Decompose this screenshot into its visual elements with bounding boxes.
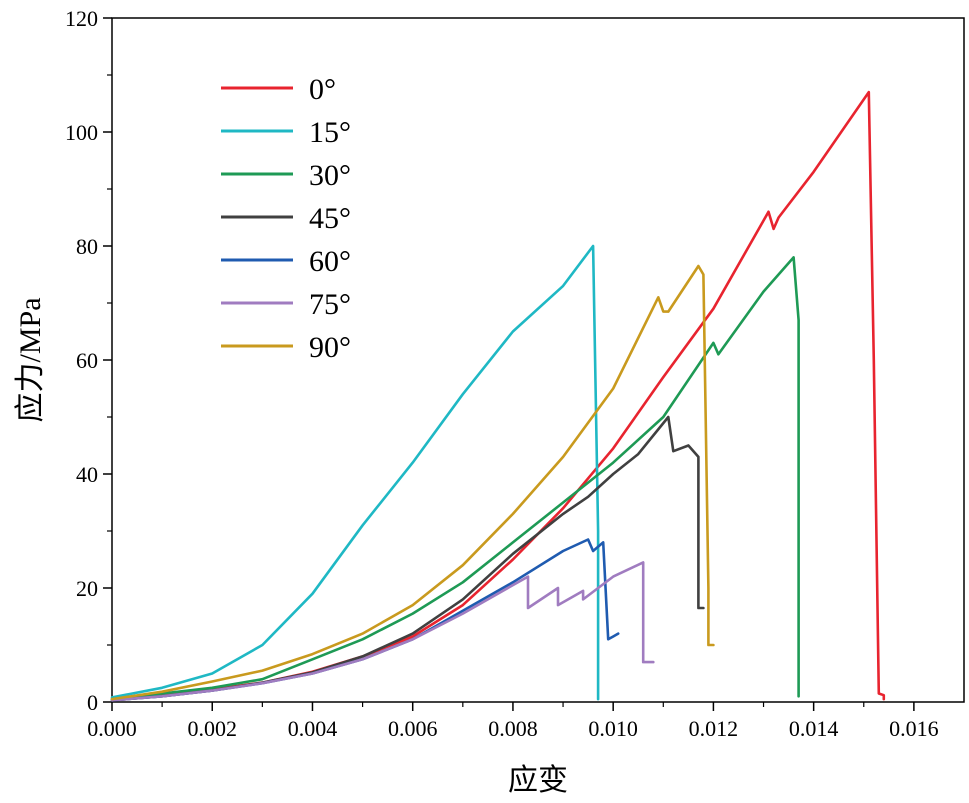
y-tick-label: 60: [76, 348, 98, 373]
series-line-4: [110, 538, 620, 702]
x-axis-title: 应变: [508, 764, 568, 797]
axis-ticks: 0.000 0.002 0.004 0.006 0.008 0.010 0.012 0.014…: [65, 6, 939, 741]
series-line-6: [110, 264, 715, 701]
legend: 0° 15° 30° 45° 60° 75° 90°: [221, 73, 351, 364]
y-tick-label: 120: [65, 6, 98, 31]
legend-label-2: 30°: [309, 159, 351, 192]
series-layer: [110, 90, 886, 702]
x-tick-label: 0.002: [187, 716, 237, 741]
series-line-0: [110, 90, 886, 701]
y-tick-label: 20: [76, 576, 98, 601]
x-tick-label: 0.010: [588, 716, 638, 741]
legend-label-5: 75°: [309, 288, 351, 321]
x-tick-label: 0.016: [889, 716, 939, 741]
x-tick-label: 0.006: [388, 716, 438, 741]
y-tick-label: 100: [65, 120, 98, 145]
x-tick-label: 0.008: [488, 716, 538, 741]
legend-label-4: 60°: [309, 245, 351, 278]
legend-label-0: 0°: [309, 73, 336, 106]
series-line-2: [110, 256, 800, 701]
x-tick-label: 0.004: [288, 716, 338, 741]
legend-label-3: 45°: [309, 202, 351, 235]
y-tick-label: 40: [76, 462, 98, 487]
series-line-1: [110, 244, 600, 701]
plot-frame: [111, 17, 965, 703]
y-tick-label: 0: [87, 690, 98, 715]
series-line-5: [110, 561, 655, 702]
x-tick-label: 0.000: [87, 716, 137, 741]
x-tick-label: 0.012: [689, 716, 739, 741]
y-axis-title: 应力/MPa: [14, 297, 47, 422]
y-tick-label: 80: [76, 234, 98, 259]
legend-label-1: 15°: [309, 116, 351, 149]
x-tick-label: 0.014: [789, 716, 839, 741]
legend-label-6: 90°: [309, 331, 351, 364]
